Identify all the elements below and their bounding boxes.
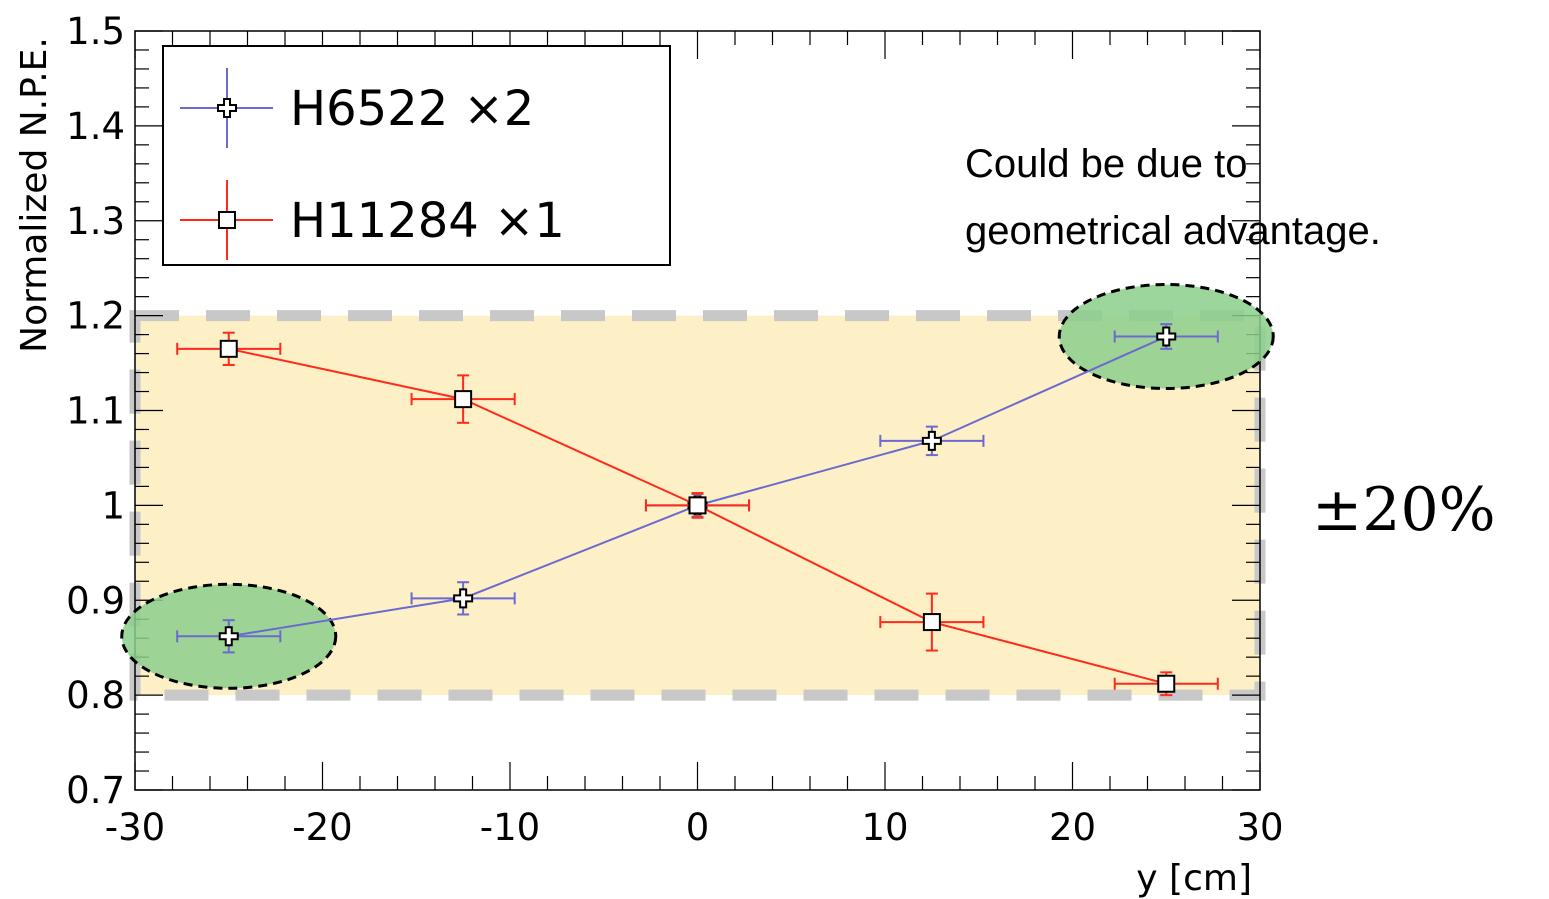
x-tick-label: 20 xyxy=(1049,806,1096,849)
x-tick-label: 10 xyxy=(861,806,908,849)
y-tick-label: 0.9 xyxy=(66,579,125,622)
annotation-line-2: geometrical advantage. xyxy=(965,209,1381,253)
x-tick-label: 0 xyxy=(686,806,710,849)
series-1 xyxy=(176,331,1219,697)
y-tick-label: 0.8 xyxy=(66,674,125,717)
data-point xyxy=(218,626,239,647)
data-point xyxy=(1157,674,1176,693)
legend: H6522 ×2 H11284 ×1 xyxy=(162,45,671,266)
x-tick-label: 30 xyxy=(1236,806,1283,849)
x-tick-label: -20 xyxy=(292,806,352,849)
x-tick-label: -30 xyxy=(105,806,165,849)
x-axis-title: y [cm] xyxy=(1136,858,1252,899)
legend-marker xyxy=(217,98,237,118)
y-tick-label: 1 xyxy=(101,484,125,527)
y-tick-label: 0.7 xyxy=(66,769,125,812)
y-tick-label: 1.2 xyxy=(66,295,125,338)
x-tick-label: -10 xyxy=(480,806,540,849)
data-point xyxy=(1156,326,1177,347)
legend-label: H6522 ×2 xyxy=(290,81,534,137)
y-axis-title: Normalized N.P.E. xyxy=(14,37,55,353)
y-tick-label: 1.5 xyxy=(66,10,125,53)
annotation-line-1: Could be due to xyxy=(965,142,1247,186)
axis-ticks: 0.7 0.8 0.9 1 1.1 1.2 1.3 1.4 1.5 -30 -20 -10 0 10 20 3… xyxy=(66,10,1283,849)
legend-box xyxy=(162,45,671,266)
data-point xyxy=(922,613,941,632)
data-point xyxy=(219,339,238,358)
data-point xyxy=(454,390,473,409)
series-layer xyxy=(176,323,1219,697)
y-tick-label: 1.1 xyxy=(66,390,125,433)
y-tick-label: 1.4 xyxy=(66,105,125,148)
data-point xyxy=(453,588,474,609)
legend-label: H11284 ×1 xyxy=(290,193,565,249)
band-label: ±20% xyxy=(1312,475,1496,545)
y-tick-label: 1.3 xyxy=(66,200,125,243)
legend-marker xyxy=(218,211,236,229)
data-point xyxy=(688,496,707,515)
data-point xyxy=(921,430,942,451)
